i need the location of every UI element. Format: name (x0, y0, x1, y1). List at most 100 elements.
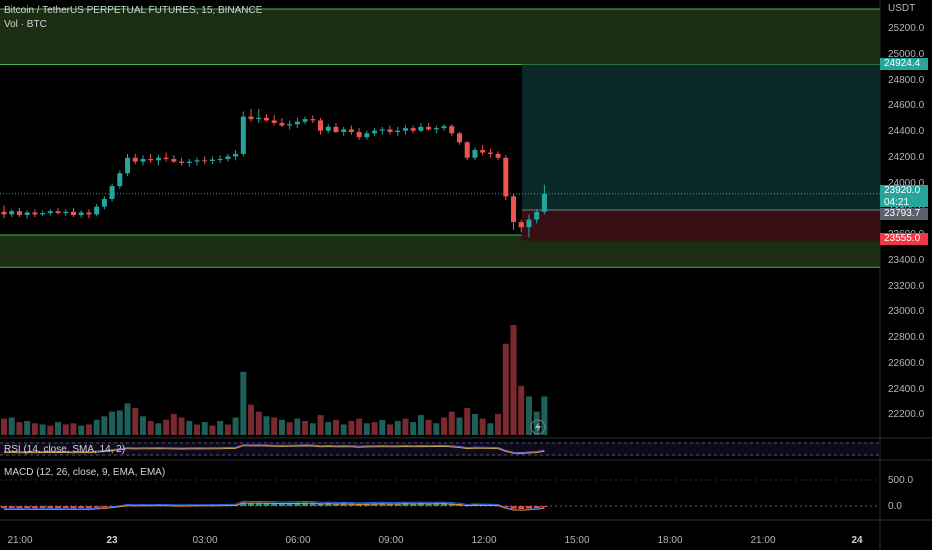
volume-bar (194, 424, 200, 435)
price-tick-label: 25200.0 (888, 23, 925, 34)
macd-histogram-bar (502, 506, 509, 508)
candle-body (356, 132, 362, 138)
macd-histogram-bar (348, 503, 355, 506)
macd-histogram-bar (39, 506, 46, 509)
candle-body (55, 211, 61, 214)
candle-body (194, 160, 200, 162)
candle-body (372, 130, 378, 134)
candle-body (40, 213, 46, 215)
macd-histogram-bar (240, 502, 247, 506)
candle-body (78, 212, 84, 216)
macd-histogram-bar (263, 502, 270, 506)
candle-body (541, 193, 547, 212)
candle-body (456, 133, 462, 143)
price-tick-label: 24200.0 (888, 151, 925, 163)
macd-histogram-bar (363, 503, 370, 506)
candle-body (209, 159, 215, 161)
candle-body (310, 119, 316, 121)
volume-bar (255, 411, 262, 435)
candle-body (418, 126, 424, 131)
candle-body (302, 119, 308, 122)
volume-bar (348, 420, 355, 435)
macd-histogram-bar (417, 503, 424, 506)
macd-histogram-bar (332, 503, 339, 506)
candle-body (233, 153, 239, 157)
macd-signal-line (3, 502, 545, 511)
macd-histogram-bar (70, 506, 77, 509)
candle-body (503, 157, 509, 197)
candle-body (534, 211, 540, 220)
candle-body (47, 211, 53, 214)
macd-histogram-bar (533, 506, 540, 509)
macd-histogram-bar (16, 506, 23, 509)
macd-label-500: 500.0 (888, 475, 914, 486)
volume-bar (147, 420, 154, 435)
currency-label[interactable]: USDT (888, 3, 916, 14)
volume-bar (39, 424, 46, 435)
rsi-ma-line (3, 445, 545, 455)
candle-body (263, 117, 269, 121)
macd-histogram-bar (379, 503, 386, 506)
candle-body (464, 142, 470, 158)
candle-body (348, 129, 354, 132)
current-price-tag: 23920.0 04:21 (880, 185, 928, 208)
candle-body (487, 152, 493, 154)
candle-body (410, 128, 416, 131)
macd-histogram-bar (47, 506, 54, 509)
profit-zone (522, 64, 880, 211)
time-tick-label: 18:00 (657, 535, 683, 546)
macd-histogram-bar (31, 506, 38, 509)
volume-legend[interactable]: Vol · BTC (4, 19, 47, 30)
macd-histogram-bar (24, 506, 31, 509)
candle-body (318, 120, 324, 131)
candle-body (94, 206, 100, 215)
candle-body (86, 212, 92, 215)
candle-body (125, 157, 131, 174)
volume-bar (217, 420, 224, 435)
macd-histogram-bar (541, 506, 548, 507)
volume-bar (286, 422, 293, 435)
target-price-tag: 24924.4 (880, 58, 928, 70)
candle-body (449, 126, 455, 134)
volume-bar (248, 404, 255, 435)
candle-body (472, 150, 478, 158)
rsi-legend[interactable]: RSI (14, close, SMA, 14, 2) (4, 444, 126, 455)
entry-price-tag: 23793.7 (880, 208, 928, 220)
volume-bar (379, 419, 386, 435)
price-tick-label: 24000.0 (888, 177, 925, 189)
candle-body (16, 211, 22, 216)
symbol-legend[interactable]: Bitcoin / TetherUS PERPETUAL FUTURES, 15… (4, 5, 263, 16)
volume-bar (47, 425, 54, 435)
macd-histogram-bar (518, 506, 525, 509)
bar-countdown: 04:21 (884, 197, 910, 208)
candle-body (186, 161, 192, 163)
macd-histogram-bar (8, 506, 15, 509)
candle-body (248, 116, 254, 120)
volume-bar (139, 416, 146, 435)
candle-body (132, 157, 138, 162)
macd-histogram-bar (278, 502, 285, 506)
flash-icon-ring (530, 419, 546, 435)
volume-bar (363, 423, 370, 435)
macd-histogram-bar (85, 506, 92, 509)
volume-bars (1, 325, 548, 435)
price-tick-label: 24600.0 (888, 100, 925, 112)
time-tick-label: 15:00 (564, 535, 590, 546)
price-tick-label: 22600.0 (888, 357, 925, 369)
macd-histogram-bar (286, 502, 293, 506)
flash-icon (530, 419, 546, 435)
volume-bar (495, 413, 502, 435)
candle-body (271, 120, 277, 123)
candle-body (518, 222, 524, 228)
candle-body (140, 159, 146, 162)
volume-bar (518, 385, 525, 435)
macd-histogram-bar (55, 506, 62, 509)
volume-bar (78, 425, 85, 435)
stop-price-tag: 23555.0 (880, 233, 928, 245)
macd-legend[interactable]: MACD (12, 26, close, 9, EMA, EMA) (4, 467, 166, 478)
macd-histogram-bar (425, 503, 432, 506)
candle-body (526, 219, 532, 228)
macd-histogram-bar (433, 503, 440, 506)
candle-body (441, 126, 447, 129)
